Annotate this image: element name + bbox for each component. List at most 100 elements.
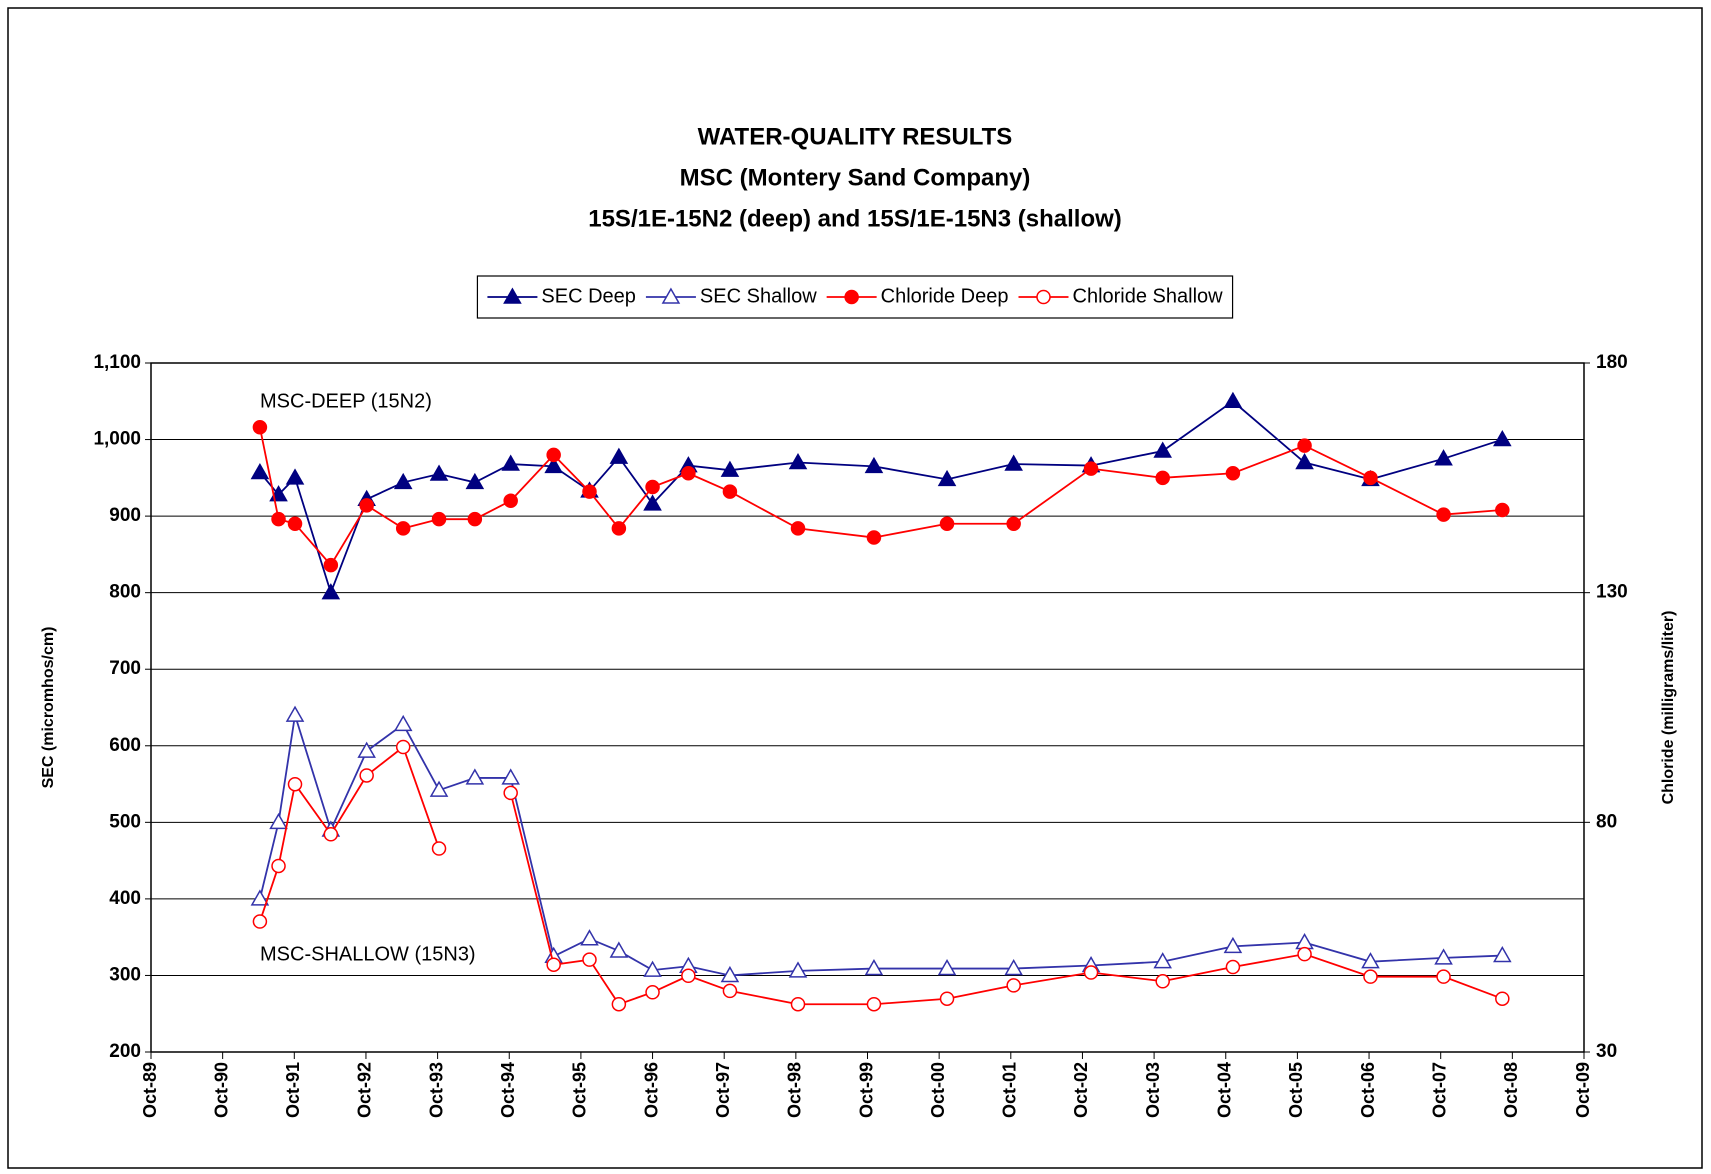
x-tick-label: Oct-97 [713,1062,733,1118]
marker [252,420,268,435]
marker [1495,502,1510,518]
marker [1225,465,1241,481]
y-axis-label: SEC (micromhos/cm) [40,627,57,789]
marker [503,493,518,509]
marker [501,454,520,471]
marker [429,464,449,481]
x-tick-label: Oct-90 [211,1062,231,1118]
x-tick-label: Oct-03 [1143,1062,1163,1118]
marker [788,453,808,470]
x-tick-label: Oct-89 [140,1062,160,1118]
marker [1493,946,1512,963]
x-tick-label: Oct-01 [1000,1062,1020,1118]
marker [393,714,413,732]
marker [790,996,806,1012]
y-tick-label: 700 [109,658,141,679]
x-tick-label: Oct-00 [928,1062,948,1118]
marker [271,858,286,874]
marker [1434,449,1453,466]
marker [285,468,305,485]
legend: SEC Deep SEC Shallow Chloride Deep Chloride… [476,275,1234,319]
marker [1225,959,1241,975]
legend-label: Chloride Deep [881,285,1009,307]
marker [720,965,740,983]
series-line [259,400,1503,596]
chart-title: WATER-QUALITY RESULTS [698,123,1013,150]
marker [271,511,286,527]
y-tick-label: 400 [109,888,141,909]
x-tick-label: Oct-91 [283,1062,303,1118]
chart-title: MSC (Montery Sand Company) [680,164,1031,191]
marker [1083,965,1099,980]
marker [546,447,561,463]
legend-label: Chloride Shallow [1073,285,1224,307]
marker [1297,438,1312,453]
y-tick-label: 1,100 [93,352,141,373]
y-tick-label: 300 [109,964,141,985]
marker [503,287,522,304]
marker [544,456,563,474]
marker [611,996,627,1012]
y-tick-label: 900 [109,505,141,526]
x-tick-label: Oct-05 [1286,1062,1306,1118]
legend-box [476,275,1234,319]
marker [1295,453,1314,470]
marker [1083,461,1099,476]
marker [1436,507,1451,522]
y2-tick-label: 80 [1596,811,1617,832]
x-tick-label: Oct-98 [785,1062,805,1118]
marker [1297,946,1312,962]
annotation: MSC-SHALLOW (15N3) [260,943,476,965]
marker [1493,430,1512,447]
marker [503,785,518,801]
marker [467,511,483,527]
marker [465,472,485,490]
marker [788,961,808,978]
x-tick-label: Oct-95 [570,1062,590,1118]
marker [611,521,627,536]
x-tick-label: Oct-96 [641,1062,661,1118]
x-tick-label: Oct-09 [1573,1062,1593,1118]
marker [643,494,662,511]
y-tick-label: 800 [109,582,141,603]
marker [582,952,597,967]
marker [357,741,376,758]
marker [866,530,882,545]
marker [323,557,339,573]
x-tick-label: Oct-08 [1501,1062,1521,1118]
marker [1004,454,1023,471]
marker [501,768,520,785]
marker [582,484,597,499]
marker [287,516,303,532]
marker [1363,470,1378,486]
marker [722,484,738,499]
marker [681,968,696,984]
marker [645,985,660,1000]
marker [643,960,662,977]
series-line [259,714,1503,977]
marker [609,941,629,958]
marker [937,959,957,976]
marker [465,768,485,785]
plot-border [150,362,1585,1053]
marker [429,780,449,797]
marker [720,460,740,477]
marker [1036,289,1051,305]
marker [1223,391,1243,409]
x-tick-label: Oct-94 [498,1062,518,1118]
x-tick-label: Oct-04 [1215,1062,1235,1118]
y-tick-label: 600 [109,735,141,756]
marker [359,498,374,513]
marker [866,996,882,1012]
marker [580,929,599,946]
marker [287,776,303,792]
marker [864,959,884,976]
x-tick-label: Oct-07 [1429,1062,1449,1118]
marker [864,456,884,474]
marker [359,768,374,783]
marker [790,521,806,536]
y2-tick-label: 180 [1596,352,1628,373]
chart-title: 15S/1E-15N2 (deep) and 15S/1E-15N3 (shal… [588,205,1122,232]
x-tick-label: Oct-99 [856,1062,876,1118]
